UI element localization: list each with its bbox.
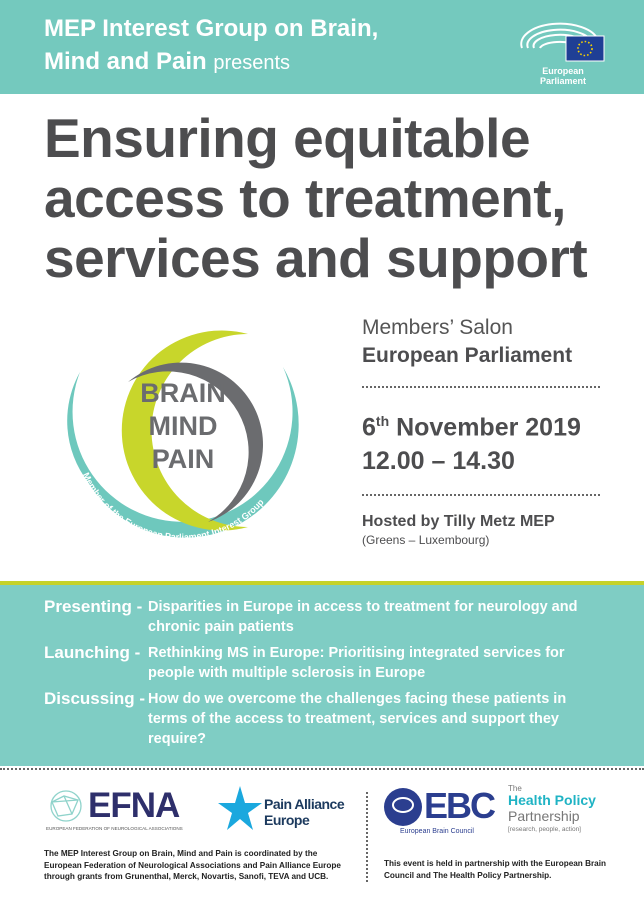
pae-line2: Europe (264, 812, 310, 828)
divider (0, 768, 644, 770)
event-date: 6th November 2019 (362, 404, 612, 444)
venue-name: European Parliament (362, 344, 573, 367)
health-policy-partnership-logo: The Health Policy Partnership [research,… (508, 784, 628, 833)
header-title-line1: MEP Interest Group on Brain, (44, 15, 379, 42)
ebc-logo: EBC European Brain Council (384, 786, 496, 838)
ep-logo-label: European Parliament (539, 66, 587, 86)
agenda-label: Launching - (44, 643, 141, 662)
event-details: Members’ Salon European Parliament 6th N… (362, 314, 612, 548)
host-affiliation: (Greens – Luxembourg) (362, 533, 490, 548)
header-title: MEP Interest Group on Brain, Mind and Pa… (44, 12, 484, 80)
agenda-label: Discussing - (44, 689, 146, 708)
hpp-line1: Health Policy (508, 792, 596, 808)
hpp-line2: Partnership (508, 808, 580, 824)
efna-full-name: EUROPEAN FEDERATION OF NEUROLOGICAL ASSO… (46, 826, 183, 831)
title-line: Ensuring equitable (44, 107, 531, 169)
efna-wordmark: EFNA (88, 786, 180, 825)
header-title-line2: Mind and Pain (44, 48, 207, 75)
divider (362, 386, 600, 388)
page-title: Ensuring equitable access to treatment, … (44, 108, 624, 288)
star-icon (218, 786, 262, 830)
hemicycle-icon (520, 22, 605, 62)
brain-network-icon (50, 790, 82, 822)
divider (362, 494, 600, 497)
hpp-the: The (508, 784, 522, 793)
logo-word-mind: MIND (149, 411, 218, 441)
agenda-item: Launching - Rethinking MS in Europe: Prio… (44, 643, 644, 683)
footer-coordination-text: The MEP Interest Group on Brain, Mind an… (44, 849, 341, 881)
hpp-tagline: [research, people, action] (508, 826, 581, 833)
european-parliament-logo: European Parliament (518, 18, 608, 86)
event-host: Hosted by Tilly Metz MEP (362, 513, 555, 531)
date-suffix: th (375, 413, 390, 429)
efna-logo: EFNA EUROPEAN FEDERATION OF NEUROLOGICAL… (44, 788, 184, 834)
title-line: services and support (44, 227, 588, 289)
venue-room: Members’ Salon (362, 316, 513, 339)
title-line: access to treatment, (44, 167, 566, 229)
logo-word-pain: PAIN (152, 444, 215, 474)
date-month-year: November 2019 (389, 413, 581, 442)
accent-line (0, 581, 644, 585)
brain-mind-pain-logo: BRAIN MIND PAIN Member of the European P… (58, 312, 308, 552)
header-banner (0, 0, 644, 94)
agenda-item: Presenting - Disparities in Europe in acc… (44, 597, 644, 637)
header-presents: presents (213, 52, 291, 74)
agenda-text: Rethinking MS in Europe: Prioritising in… (148, 645, 565, 681)
event-time: 12.00 – 14.30 (362, 447, 515, 476)
ebc-full-name: European Brain Council (400, 828, 474, 835)
date-day: 6 (362, 413, 376, 442)
footer-partnership-text: This event is held in partnership with t… (384, 859, 607, 880)
brain-icon (384, 788, 422, 826)
agenda-item: Discussing - How do we overcome the chall… (44, 689, 644, 749)
agenda-section: Presenting - Disparities in Europe in acc… (0, 585, 644, 766)
pae-line1: Pain Alliance (264, 796, 345, 812)
agenda-text: Disparities in Europe in access to treat… (148, 599, 578, 635)
vertical-divider (366, 792, 368, 882)
logo-word-brain: BRAIN (140, 378, 226, 408)
pain-alliance-europe-logo: Pain Alliance Europe (218, 786, 348, 832)
agenda-label: Presenting - (44, 597, 143, 616)
agenda-text: How do we overcome the challenges facing… (148, 691, 567, 747)
ebc-wordmark: EBC (424, 785, 496, 826)
